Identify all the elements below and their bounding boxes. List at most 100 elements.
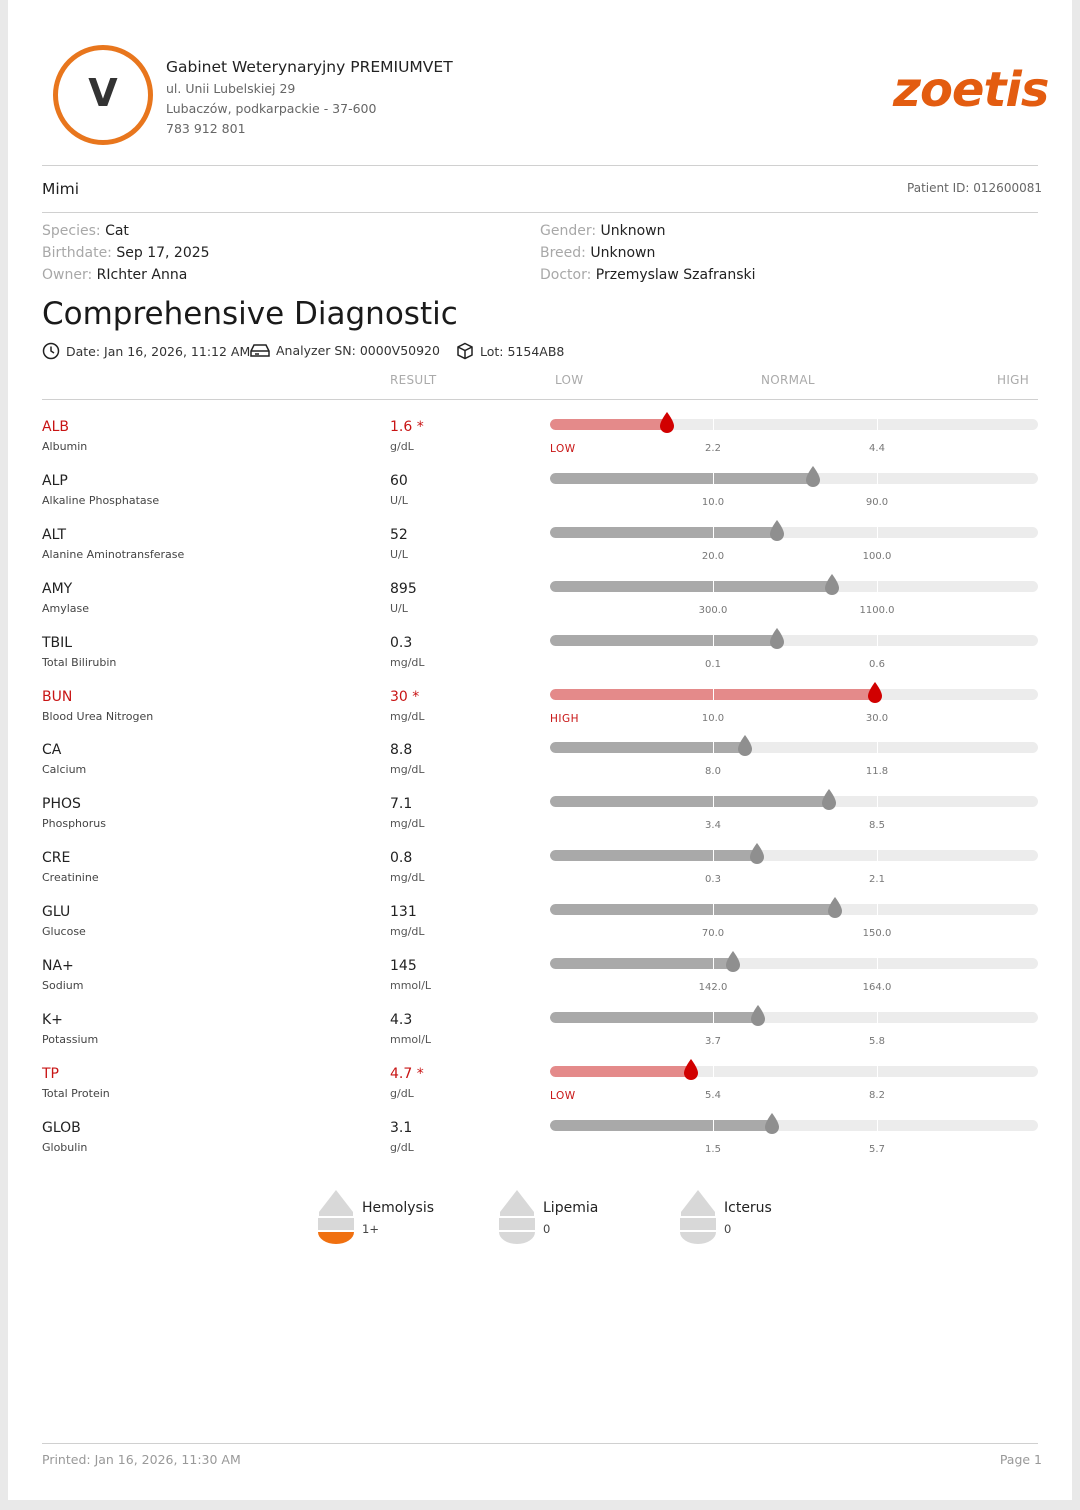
status-flag: HIGH [550, 712, 580, 725]
lot-number-text: Lot: 5154AB8 [480, 343, 565, 359]
result-unit: mg/dL [390, 817, 425, 831]
analyte-code: ALB [42, 419, 69, 435]
divider [42, 399, 1038, 400]
species-label: Species: [42, 223, 101, 239]
range-low-tick [713, 580, 714, 592]
clinic-name: Gabinet Weterynaryjny PREMIUMVET [166, 58, 453, 76]
range-high-tick [877, 1119, 878, 1131]
result-row: GLOB Globulin 3.1 g/dL 1.5 5.7 [8, 1112, 1072, 1174]
result-value: 52 [390, 526, 408, 543]
range-high-value: 5.8 [869, 1035, 885, 1047]
result-row: TP Total Protein 4.7 * g/dL 5.4 8.2 LOW [8, 1058, 1072, 1120]
range-bar [550, 742, 1038, 754]
analyte-name: Globulin [42, 1140, 88, 1154]
result-marker-icon [770, 627, 784, 649]
clinic-logo: V [53, 45, 153, 145]
range-high-value: 5.7 [869, 1143, 885, 1155]
analyte-code: ALT [42, 526, 67, 543]
gender-label: Gender: [540, 223, 597, 239]
range-high-value: 150.0 [862, 928, 892, 940]
result-value: 0.8 [390, 850, 413, 867]
result-value: 4.7 * [390, 1065, 424, 1082]
clinic-logo-letter: V [88, 71, 118, 115]
result-value: 8.8 [390, 742, 413, 759]
clinic-address-line2: Lubaczów, podkarpackie - 37-600 [166, 101, 377, 116]
analyte-name: Albumin [42, 440, 88, 453]
result-value: 0.3 [390, 634, 413, 651]
owner-field: Owner: RIchter Anna [42, 267, 187, 283]
range-bar-fill [550, 1119, 772, 1131]
clinic-phone: 783 912 801 [166, 121, 246, 136]
result-value: 895 [390, 580, 417, 597]
result-unit: g/dL [390, 1140, 414, 1154]
result-unit: g/dL [390, 1086, 414, 1100]
analyte-name: Blood Urea Nitrogen [42, 709, 154, 723]
result-row: ALB Albumin 1.6 * g/dL 2.2 4.4 LOW [8, 412, 1072, 473]
range-high-tick [877, 580, 878, 592]
result-row: GLU Glucose 131 mg/dL 70.0 150.0 [8, 897, 1072, 958]
patient-id: Patient ID: 012600081 [907, 181, 1042, 195]
range-low-tick [713, 526, 714, 538]
range-bar-fill [550, 1011, 758, 1023]
result-unit: mg/dL [390, 871, 425, 885]
result-row: AMY Amylase 895 U/L 300.0 1100.0 [8, 573, 1072, 635]
serum-index-value: 1+ [362, 1222, 379, 1236]
serum-index-drop-icon [680, 1190, 716, 1244]
analyte-name: Phosphorus [42, 817, 106, 831]
range-bar-fill [550, 958, 733, 969]
range-low-value: 10.0 [701, 496, 725, 508]
range-low-tick [713, 634, 714, 646]
range-bar [550, 688, 1038, 700]
range-low-tick [713, 1011, 714, 1023]
range-low-tick [713, 472, 714, 484]
range-bar-fill [550, 472, 813, 484]
serum-index-drop-icon [318, 1190, 354, 1244]
report-date: Date: Jan 16, 2026, 11:12 AM [42, 342, 250, 360]
range-high-tick [877, 634, 878, 646]
range-low-tick [713, 742, 714, 754]
range-high-value: 30.0 [865, 712, 889, 724]
range-low-value: 300.0 [698, 604, 728, 616]
report-title: Comprehensive Diagnostic [42, 296, 458, 332]
range-high-value: 0.6 [869, 658, 885, 670]
analyte-name: Total Bilirubin [42, 655, 117, 669]
range-low-tick [713, 688, 714, 700]
range-high-value: 11.8 [865, 766, 889, 778]
species-field: Species: Cat [42, 223, 129, 239]
range-bar [550, 472, 1038, 484]
result-row: CRE Creatinine 0.8 mg/dL 0.3 2.1 [8, 843, 1072, 904]
page-number: Page 1 [999, 1452, 1042, 1467]
range-low-value: 8.0 [705, 766, 721, 778]
range-bar [550, 958, 1038, 969]
analyte-name: Creatinine [42, 871, 99, 885]
breed-label: Breed: [540, 245, 586, 261]
status-flag: LOW [550, 1089, 576, 1102]
range-bar-fill [550, 1065, 691, 1077]
range-low-value: 5.4 [705, 1089, 721, 1101]
result-value: 7.1 [390, 796, 413, 813]
result-unit: U/L [390, 547, 408, 561]
range-bar-fill [550, 742, 745, 754]
result-marker-icon [751, 1004, 765, 1026]
range-bar-fill [550, 688, 875, 700]
analyte-name: Alanine Aminotransferase [42, 547, 185, 561]
gender-field: Gender: Unknown [540, 223, 666, 239]
result-marker-icon [684, 1058, 698, 1080]
owner-value: RIchter Anna [96, 267, 188, 283]
result-marker-icon [765, 1112, 779, 1134]
range-high-value: 1100.0 [859, 604, 895, 616]
result-marker-icon [806, 465, 820, 487]
divider [42, 165, 1038, 166]
analyte-code: ALP [42, 472, 68, 489]
brand-logo: zoetis [893, 62, 1049, 118]
range-low-tick [713, 1119, 714, 1131]
analyzer-icon [250, 344, 270, 357]
lot-number: Lot: 5154AB8 [456, 342, 564, 360]
analyte-name: Sodium [42, 979, 84, 992]
analyte-code: K+ [42, 1011, 63, 1028]
result-unit: mmol/L [390, 1032, 432, 1046]
column-header-normal: NORMAL [761, 373, 815, 387]
range-high-value: 100.0 [862, 550, 892, 562]
result-row: CA Calcium 8.8 mg/dL 8.0 11.8 [8, 735, 1072, 796]
analyte-code: TP [42, 1065, 59, 1082]
